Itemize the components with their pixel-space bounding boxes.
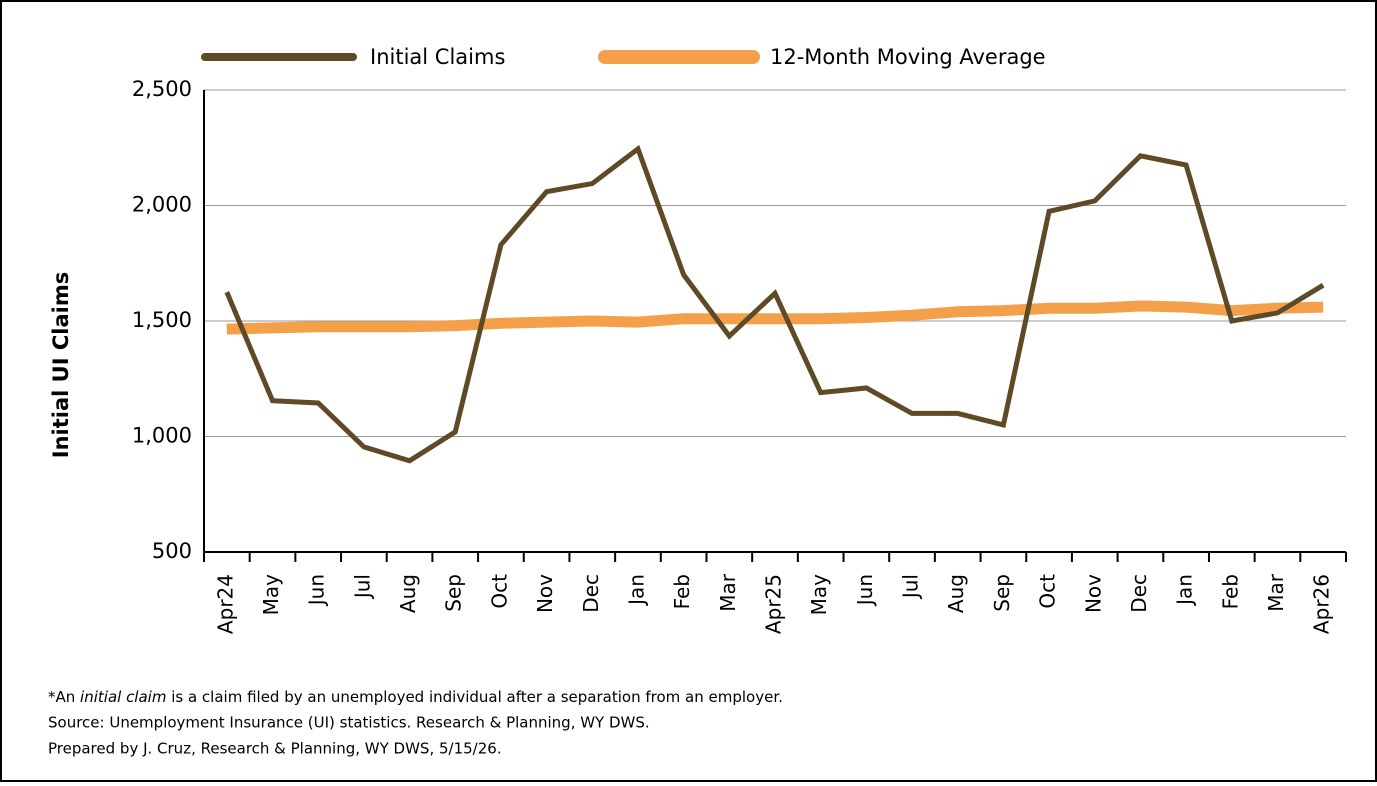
source: Source: Unemployment Insurance (UI) stat… (48, 714, 650, 732)
x-tick-label: Dec (579, 574, 603, 613)
x-tick-label: Feb (1218, 574, 1242, 609)
series-line (226, 300, 1324, 335)
x-tick-label: Jul (899, 574, 923, 600)
footnote: *An initial claim is a claim filed by an… (48, 688, 783, 706)
x-tick-label: Sep (442, 574, 466, 612)
x-tick-label: Mar (1264, 573, 1288, 612)
footnote-italic: initial claim (80, 688, 166, 706)
x-tick-label: Jan (1173, 574, 1197, 607)
x-tick-label: Nov (533, 574, 557, 613)
x-tick-label: Oct (487, 574, 511, 609)
x-tick-label: Apr24 (213, 574, 237, 634)
x-tick-label: Apr26 (1310, 574, 1334, 634)
x-tick-label: Sep (990, 574, 1014, 612)
x-tick-label: Mar (716, 573, 740, 612)
y-tick-label: 1,500 (132, 308, 192, 332)
y-tick-label: 1,000 (132, 424, 192, 448)
footnote-text: is a claim filed by an unemployed indivi… (166, 688, 782, 706)
x-tick-label: Jan (624, 574, 648, 607)
x-tick-label: Aug (944, 574, 968, 613)
x-tick-label: Aug (396, 574, 420, 613)
x-tick-label: May (807, 574, 831, 616)
x-tick-label: Apr25 (762, 574, 786, 634)
y-axis-label: Initial UI Claims (49, 272, 73, 458)
x-tick-label: Jul (350, 574, 374, 600)
y-tick-label: 2,500 (132, 77, 192, 101)
x-tick-label: May (259, 574, 283, 616)
x-tick-label: Dec (1127, 574, 1151, 613)
series-line (224, 144, 1325, 464)
x-tick-label: Jun (305, 574, 329, 607)
legend-label: 12-Month Moving Average (770, 45, 1046, 69)
x-tick-label: Nov (1081, 574, 1105, 613)
y-tick-label: 2,000 (132, 193, 192, 217)
y-tick-label: 500 (152, 539, 192, 563)
x-tick-label: Jun (853, 574, 877, 607)
x-tick-label: Feb (670, 574, 694, 609)
footnote-text: *An (48, 688, 80, 706)
x-tick-label: Oct (1036, 574, 1060, 609)
legend-label: Initial Claims (370, 45, 505, 69)
prepared-by: Prepared by J. Cruz, Research & Planning… (48, 740, 502, 758)
